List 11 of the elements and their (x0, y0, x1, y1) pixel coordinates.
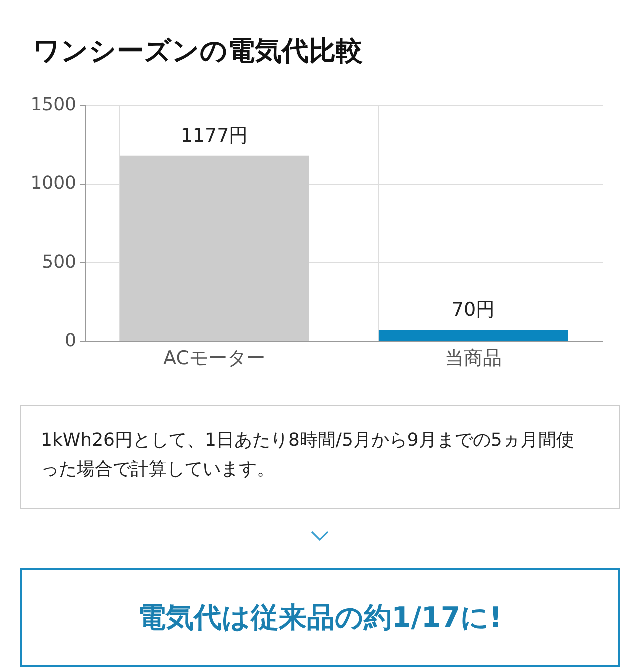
data-label: 1177円 (180, 124, 248, 147)
text: 電気代は従来品の約1/17に! (20, 568, 620, 667)
text: 1kWh26円として、1日あたり8時間/5月から9月までの5ヵ月間使った場合で計算しています。 (20, 405, 620, 509)
y-tick-label: 0 (65, 330, 76, 352)
x-tick-label: 当商品 (445, 348, 502, 370)
x-tick-label: ACモーター (164, 348, 266, 370)
data-label: 70円 (452, 298, 496, 321)
y-tick-label: 1000 (30, 173, 76, 194)
chart-title: ワンシーズンの電気代比較 (33, 36, 364, 67)
y-tick-label: 500 (42, 252, 76, 273)
y-tick-label: 1500 (30, 94, 76, 116)
